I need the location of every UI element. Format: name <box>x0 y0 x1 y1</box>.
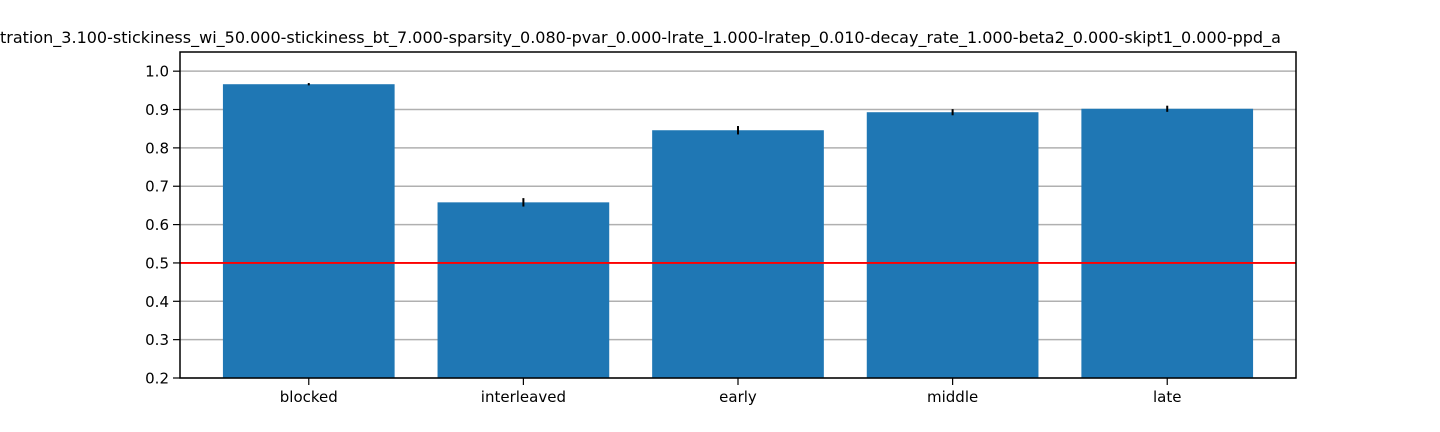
x-tick-label-late: late <box>1153 388 1181 406</box>
bar-interleaved <box>437 202 610 378</box>
y-tick-label: 0.8 <box>145 139 169 157</box>
bar-late <box>1081 108 1254 378</box>
y-tick-label: 0.9 <box>145 101 169 119</box>
y-tick-label: 0.2 <box>145 370 169 388</box>
x-tick-label-middle: middle <box>927 388 978 406</box>
error-bars <box>307 83 1169 207</box>
x-tick-label-early: early <box>719 388 757 406</box>
y-tick-label: 0.4 <box>145 293 169 311</box>
bar-blocked <box>222 84 395 379</box>
y-tick-label: 1.0 <box>145 63 169 81</box>
chart-title: tration_3.100-stickiness_wi_50.000-stick… <box>0 28 1440 52</box>
y-tick-label: 0.3 <box>145 331 169 349</box>
x-axis: blocked interleaved early middle late <box>280 378 1181 406</box>
x-tick-label-interleaved: interleaved <box>481 388 566 406</box>
y-tick-label: 0.5 <box>145 254 169 272</box>
x-tick-label-blocked: blocked <box>280 388 338 406</box>
y-axis: 0.2 0.3 0.4 0.5 0.6 0.7 0.8 0.9 1.0 <box>145 63 180 388</box>
chart-title-text: tration_3.100-stickiness_wi_50.000-stick… <box>0 28 1281 47</box>
y-tick-label: 0.7 <box>145 178 169 196</box>
bar-middle <box>866 112 1039 379</box>
bars <box>222 84 1254 379</box>
y-tick-label: 0.6 <box>145 216 169 234</box>
bar-early <box>652 130 824 378</box>
